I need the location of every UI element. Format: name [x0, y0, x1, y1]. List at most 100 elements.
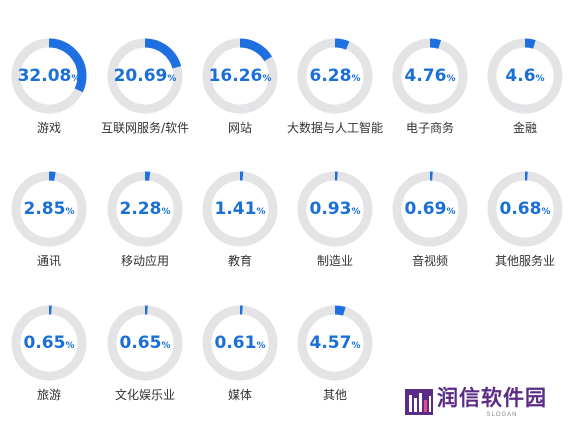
donut-ring [297, 38, 373, 114]
donut-svg [202, 305, 278, 381]
value-number: 4.6 [505, 66, 536, 86]
value-number: 4.57 [309, 333, 352, 353]
donut-value: 0.93% [287, 195, 383, 226]
donut-ring [487, 38, 563, 114]
donut-label: 音视频 [411, 254, 448, 268]
donut-value: 4.57% [287, 329, 383, 360]
donut-label: 金融 [512, 121, 537, 135]
value-unit: % [351, 74, 361, 84]
donut-svg [202, 38, 278, 114]
donut-segment [487, 171, 563, 247]
value-number: 0.69 [404, 199, 447, 219]
logo-title: 润信软件园 [437, 386, 547, 410]
logo-mark-icon [405, 389, 433, 415]
value-unit: % [256, 341, 266, 351]
donut-item: 20.69% 互联网服务/软件 [97, 38, 193, 156]
value-unit: % [535, 74, 545, 84]
donut-ring [297, 305, 373, 381]
value-number: 0.93 [309, 199, 352, 219]
donut-value: 0.61% [192, 329, 288, 360]
donut-ring [202, 38, 278, 114]
donut-item: 16.26% 网站 [192, 38, 288, 156]
donut-label: 其他服务业 [494, 254, 555, 268]
donut-label: 移动应用 [120, 254, 169, 268]
donut-ring [107, 171, 183, 247]
value-unit: % [65, 207, 75, 217]
donut-ring [297, 171, 373, 247]
donut-label: 文化娱乐业 [114, 388, 175, 402]
donut-svg [487, 171, 563, 247]
donut-svg [11, 305, 87, 381]
donut-ring [202, 171, 278, 247]
donut-value: 4.6% [477, 62, 573, 93]
donut-item: 0.61% 媒体 [192, 305, 288, 423]
donut-segment [107, 305, 183, 381]
donut-value: 0.68% [477, 195, 573, 226]
value-unit: % [167, 74, 177, 84]
donut-svg [297, 305, 373, 381]
donut-ring [11, 305, 87, 381]
donut-value: 4.76% [382, 62, 478, 93]
donut-svg [107, 38, 183, 114]
donut-value: 1.41% [192, 195, 288, 226]
value-number: 0.65 [119, 333, 162, 353]
donut-svg [107, 171, 183, 247]
donut-segment [297, 305, 373, 381]
donut-value: 0.65% [97, 329, 193, 360]
donut-value: 0.65% [1, 329, 97, 360]
donut-svg [11, 171, 87, 247]
donut-item: 0.65% 文化娱乐业 [97, 305, 193, 423]
donut-ring [392, 171, 468, 247]
donut-svg [297, 171, 373, 247]
donut-label: 电子商务 [405, 121, 454, 135]
donut-item: 6.28% 大数据与人工智能 [287, 38, 383, 156]
donut-value: 2.28% [97, 195, 193, 226]
donut-ring [487, 171, 563, 247]
value-number: 20.69 [113, 66, 168, 86]
donut-svg [107, 305, 183, 381]
donut-segment [392, 171, 468, 247]
donut-segment [107, 171, 183, 247]
donut-svg [392, 38, 468, 114]
donut-segment [202, 171, 278, 247]
donut-value: 20.69% [97, 62, 193, 93]
value-unit: % [161, 207, 171, 217]
donut-value: 6.28% [287, 62, 383, 93]
donut-segment [392, 38, 468, 114]
donut-item: 0.69% 音视频 [382, 171, 478, 289]
donut-ring [107, 38, 183, 114]
donut-segment [11, 38, 87, 114]
value-number: 4.76 [404, 66, 447, 86]
value-number: 32.08 [17, 66, 72, 86]
donut-segment [487, 38, 563, 114]
donut-label: 游戏 [36, 121, 61, 135]
donut-item: 2.85% 通讯 [1, 171, 97, 289]
donut-label: 大数据与人工智能 [286, 121, 383, 135]
donut-item: 0.65% 旅游 [1, 305, 97, 423]
donut-label: 网站 [227, 121, 252, 135]
donut-label: 制造业 [316, 254, 353, 268]
value-number: 0.61 [214, 333, 257, 353]
donut-segment [11, 305, 87, 381]
donut-value: 0.69% [382, 195, 478, 226]
donut-item: 0.68% 其他服务业 [477, 171, 573, 289]
donut-item: 32.08% 游戏 [1, 38, 97, 156]
value-number: 16.26 [208, 66, 263, 86]
donut-svg [392, 171, 468, 247]
value-unit: % [446, 207, 456, 217]
donut-item: 4.6% 金融 [477, 38, 573, 156]
watermark-logo: 润信软件园 SLOGAN [404, 385, 572, 421]
donut-value: 16.26% [192, 62, 288, 93]
value-unit: % [256, 207, 266, 217]
donut-item: 4.57% 其他 [287, 305, 383, 423]
value-number: 2.28 [119, 199, 162, 219]
donut-label: 其他 [322, 388, 347, 402]
value-number: 6.28 [309, 66, 352, 86]
donut-item: 4.76% 电子商务 [382, 38, 478, 156]
donut-ring [392, 38, 468, 114]
donut-ring [11, 38, 87, 114]
donut-ring [11, 171, 87, 247]
donut-segment [202, 305, 278, 381]
donut-label: 教育 [227, 254, 252, 268]
